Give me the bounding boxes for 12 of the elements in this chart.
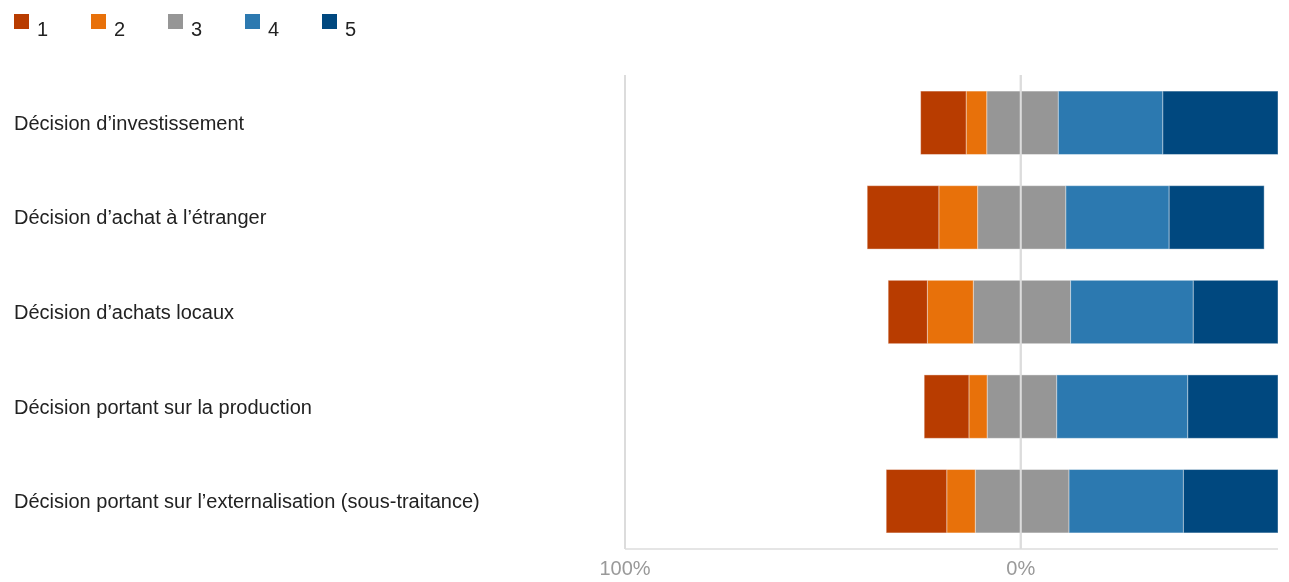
legend-label: 2	[114, 18, 126, 40]
y-tick-label: Décision d’investissement	[14, 111, 245, 134]
y-tick-label: Décision portant sur la production	[14, 395, 312, 418]
legend-label: 4	[268, 18, 280, 40]
x-tick-label: 0%	[1006, 557, 1036, 579]
y-tick-label: Décision d’achat à l’étranger	[14, 206, 267, 229]
x-tick-label: 100%	[599, 557, 651, 579]
legend-label: 1	[37, 18, 49, 40]
y-tick-label: Décision portant sur l’externalisation (sous-traitance)	[14, 490, 480, 513]
legend-label: 5	[345, 18, 357, 40]
y-tick-label: Décision d’achats locaux	[14, 301, 235, 323]
legend-label: 3	[191, 18, 203, 40]
